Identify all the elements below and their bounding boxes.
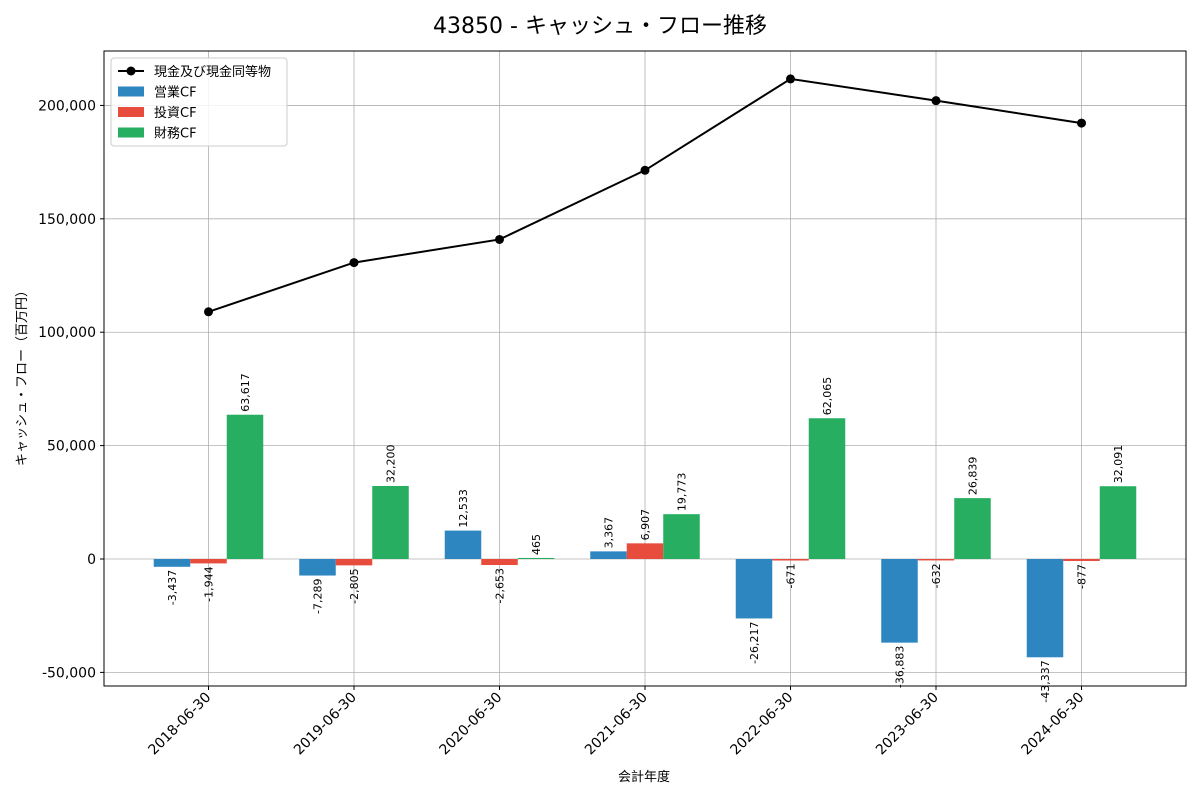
bar xyxy=(153,559,191,567)
legend-label: 財務CF xyxy=(154,127,197,142)
bar-value-label: 32,200 xyxy=(385,444,398,483)
bar xyxy=(735,559,773,619)
bar-value-label: -36,883 xyxy=(894,646,907,688)
legend-label: 営業CF xyxy=(154,85,197,101)
y-tick-label: 50,000 xyxy=(47,439,96,455)
bar xyxy=(226,414,264,559)
x-tick-label: 2022-06-30 xyxy=(727,690,796,759)
bar xyxy=(1026,559,1064,658)
bar-value-label: 32,091 xyxy=(1112,445,1125,484)
x-tick-label: 2024-06-30 xyxy=(1018,690,1087,759)
y-tick-label: -50,000 xyxy=(42,665,96,681)
bar-value-label: 26,839 xyxy=(967,457,980,496)
bar xyxy=(1099,486,1137,559)
bar xyxy=(954,498,991,559)
bar-value-label: -2,805 xyxy=(348,568,361,603)
bar xyxy=(481,559,518,566)
axes: -50,000 0 50,000 100,000 150,000 200,000 2018-… xyxy=(38,98,1087,758)
cash-line-point xyxy=(349,258,359,268)
bar-value-label: 6,907 xyxy=(639,509,652,541)
x-axis-label: 会計年度 xyxy=(618,769,670,785)
legend-label: 現金及び現金同等物 xyxy=(154,64,271,80)
bar xyxy=(626,543,664,559)
cash-line-point xyxy=(640,165,650,175)
cash-line-point xyxy=(204,307,213,317)
bar-value-label: 19,773 xyxy=(676,473,689,512)
bar-value-label: -26,217 xyxy=(748,621,761,663)
bars xyxy=(153,414,1137,658)
chart-title: 43850 - キャッシュ・フロー推移 xyxy=(433,14,767,39)
cash-line-point xyxy=(1077,118,1086,128)
cash-line xyxy=(204,74,1086,317)
legend-label: 投資CF xyxy=(154,105,197,121)
x-tick-label: 2021-06-30 xyxy=(582,690,651,759)
bar-value-label: 465 xyxy=(530,534,543,555)
y-tick-label: 150,000 xyxy=(38,212,96,228)
legend-box xyxy=(110,57,288,147)
cash-line-point xyxy=(931,96,941,106)
bar xyxy=(335,559,373,566)
bar xyxy=(917,559,955,561)
cash-line-point xyxy=(495,234,504,244)
legend-bar-swatch xyxy=(118,107,144,117)
bar xyxy=(1063,559,1100,561)
y-tick-label: 0 xyxy=(87,552,96,568)
bar-value-label: -632 xyxy=(930,563,943,588)
x-tick-label: 2019-06-30 xyxy=(291,690,360,759)
bar xyxy=(808,418,846,559)
bar-value-label: -671 xyxy=(785,564,798,589)
bar xyxy=(299,559,336,576)
bar xyxy=(372,485,409,559)
y-axis-label: キャッシュ・フロー（百万円） xyxy=(15,284,30,466)
y-tick-label: 100,000 xyxy=(38,325,96,341)
legend-bar-swatch xyxy=(118,86,144,97)
legend-bar-swatch xyxy=(118,127,144,138)
bar-value-label: 3,367 xyxy=(603,517,616,549)
bar xyxy=(444,530,482,559)
x-tick-label: 2020-06-30 xyxy=(436,690,505,759)
y-tick-label: 200,000 xyxy=(38,98,96,114)
legend-marker xyxy=(126,66,136,76)
bar-value-label: 63,617 xyxy=(239,373,252,412)
bar xyxy=(517,557,555,559)
bar xyxy=(590,551,627,559)
bar-value-label: -2,653 xyxy=(494,568,507,603)
bar-value-label: -877 xyxy=(1076,564,1089,589)
bar-value-label: -3,437 xyxy=(166,570,179,605)
cash-line-point xyxy=(786,74,795,84)
bar xyxy=(772,559,809,561)
bar-value-label: -43,337 xyxy=(1039,660,1052,702)
bar xyxy=(881,559,918,643)
bar-value-label: -7,289 xyxy=(312,579,325,614)
bar xyxy=(663,514,700,559)
bar-value-label: -1,944 xyxy=(203,566,216,601)
bar-value-labels: -3,437 -7,289 12,533 3,367 -26,217 -36,883 -43… xyxy=(166,373,1125,703)
bar xyxy=(190,559,227,564)
x-tick-label: 2018-06-30 xyxy=(145,690,214,759)
x-tick-label: 2023-06-30 xyxy=(873,690,942,759)
bar-value-label: 12,533 xyxy=(457,489,470,528)
bar-value-label: 62,065 xyxy=(821,377,834,416)
